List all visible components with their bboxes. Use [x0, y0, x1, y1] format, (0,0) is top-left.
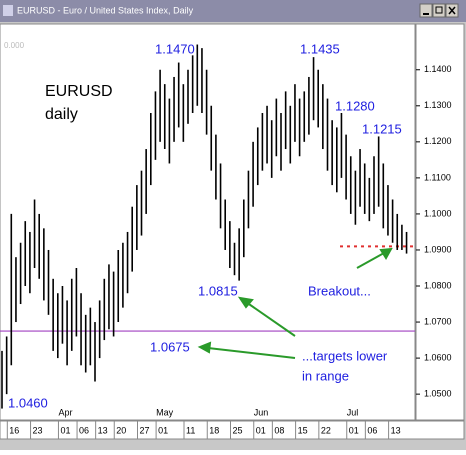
window-icon [3, 5, 13, 16]
minimize-button[interactable] [419, 3, 433, 18]
annotation: in range [302, 368, 349, 383]
x-tick-label: 23 [33, 425, 43, 435]
month-label: May [156, 407, 174, 417]
y-tick-label: 1.0700 [424, 316, 452, 326]
chart-title: EURUSD [45, 83, 113, 100]
arrow [356, 252, 385, 269]
annotation: 1.0815 [198, 283, 238, 298]
close-glyph [448, 6, 456, 15]
month-label: Jun [254, 407, 269, 417]
x-tick-label: 25 [233, 425, 243, 435]
y-axis-panel [415, 23, 465, 421]
x-tick-label: 11 [186, 425, 195, 435]
x-tick-label: 18 [209, 425, 219, 435]
x-tick-label: 13 [391, 425, 401, 435]
x-tick-label: 01 [349, 425, 359, 435]
y-tick-label: 1.1000 [424, 208, 452, 218]
annotation: 1.0460 [8, 395, 48, 410]
window-buttons[interactable] [419, 3, 459, 18]
maximize-button[interactable] [432, 3, 446, 18]
arrows [197, 247, 393, 359]
x-tick-label: 08 [274, 425, 284, 435]
annotation: Breakout... [308, 283, 371, 298]
x-tick-label: 01 [158, 425, 168, 435]
annotation: 1.1435 [300, 41, 340, 56]
y-tick-label: 1.0900 [424, 244, 452, 254]
window-title: EURUSD - Euro / United States Index, Dai… [17, 5, 194, 15]
annotation: ...targets lower [302, 348, 388, 363]
x-tick-label: 15 [298, 425, 308, 435]
x-tick-label: 20 [116, 425, 126, 435]
x-tick-label: 01 [256, 425, 266, 435]
x-tick-label: 06 [79, 425, 89, 435]
y-tick-label: 1.0800 [424, 280, 452, 290]
x-tick-label: 16 [9, 425, 19, 435]
annotation: 1.1470 [155, 41, 195, 56]
x-tick-label: 27 [140, 425, 150, 435]
chart-subtitle: daily [45, 106, 78, 123]
y-tick-label: 1.1400 [424, 64, 452, 74]
x-tick-label: 13 [98, 425, 108, 435]
annotation: 1.0675 [150, 339, 190, 354]
y-tick-label: 1.1300 [424, 100, 452, 110]
month-label: Apr [58, 407, 72, 417]
plot: 1.1400 1.1300 1.1200 1.1100 1.1000 1.0900 1.08… [0, 44, 452, 439]
x-axis-panel [0, 420, 465, 440]
y-tick-label: 1.1200 [424, 136, 452, 146]
plot-area [0, 23, 416, 421]
y-tick-label: 1.0500 [424, 389, 452, 399]
maximize-glyph [435, 6, 443, 14]
month-label: Jul [347, 407, 359, 417]
arrow-head [237, 296, 254, 309]
y-tick-label: 1.0600 [424, 352, 452, 362]
x-tick-label: 06 [367, 425, 377, 435]
arrow-head [379, 247, 393, 260]
title-bar [0, 0, 466, 22]
x-tick-label: 22 [321, 425, 331, 435]
y-tick-label: 1.1100 [424, 172, 451, 182]
annotation: 1.1280 [335, 98, 375, 113]
corner-label: 0.000 [4, 41, 25, 50]
arrow [245, 301, 296, 337]
arrow-head [197, 341, 212, 354]
annotation: 1.1215 [362, 121, 402, 136]
arrow [207, 347, 296, 359]
x-tick-label: 01 [60, 425, 70, 435]
